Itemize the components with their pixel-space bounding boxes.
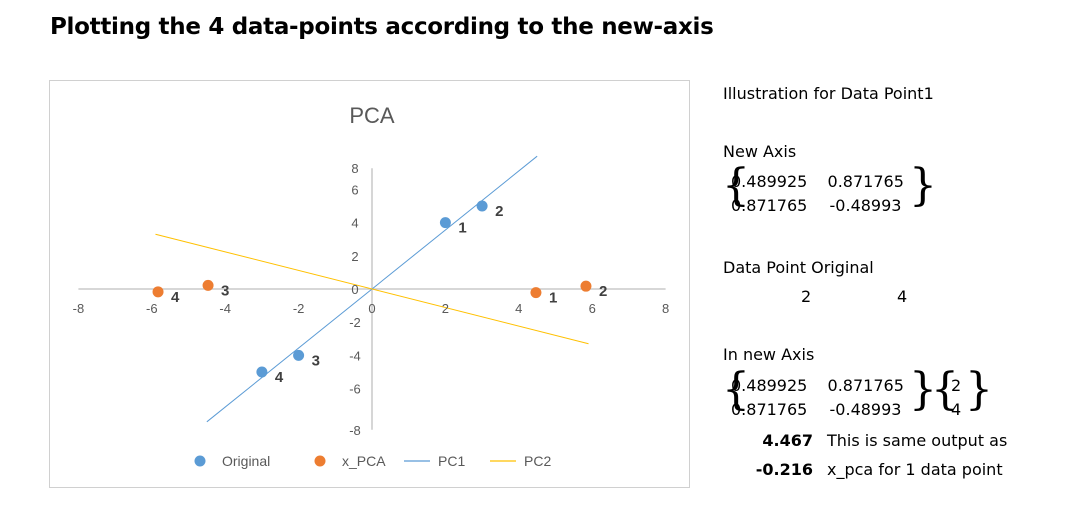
data-point-y: 4 xyxy=(897,287,908,306)
data-point-x: 2 xyxy=(801,287,812,306)
in-new-axis-matrix: { 0.489925 0.871765 0.871765 -0.48993 } xyxy=(722,364,937,422)
y-tick-label: -6 xyxy=(349,382,361,397)
data-point-label: 2 xyxy=(495,203,503,220)
legend-label: x_PCA xyxy=(342,453,386,469)
data-point xyxy=(476,200,488,212)
left-brace: { xyxy=(931,364,959,415)
matrix-cell: 0.871765 xyxy=(731,196,808,215)
data-point-label: 1 xyxy=(458,220,466,237)
y-tick-label: 4 xyxy=(351,216,358,231)
data-point xyxy=(293,349,305,361)
legend-marker xyxy=(194,455,206,467)
x-tick-label: 2 xyxy=(442,301,449,316)
y-tick-label: 0 xyxy=(351,282,358,297)
illustration-title: Illustration for Data Point1 xyxy=(723,84,934,103)
right-brace: } xyxy=(909,364,937,415)
matrix-cell: 0.489925 xyxy=(731,172,808,191)
left-brace: { xyxy=(722,364,750,415)
x-tick-label: -6 xyxy=(146,301,158,316)
in-new-axis-label: In new Axis xyxy=(723,345,815,364)
y-tick-label: -4 xyxy=(349,348,361,363)
y-tick-label: 6 xyxy=(351,182,358,197)
data-point-label: 2 xyxy=(599,283,607,300)
matrix-cell: 0.489925 xyxy=(731,376,808,395)
y-tick-label: -2 xyxy=(349,315,361,330)
new-axis-matrix: { 0.489925 0.871765 0.871765 -0.48993 } xyxy=(722,160,937,218)
data-point-label: Data Point Original xyxy=(723,258,874,277)
matrix-cell: -0.48993 xyxy=(829,196,902,215)
x-tick-label: -2 xyxy=(293,301,305,316)
data-point-label: 1 xyxy=(549,290,557,307)
data-point xyxy=(256,366,268,378)
legend-marker xyxy=(314,455,326,467)
y-tick-label: 8 xyxy=(351,161,358,176)
x-tick-label: 4 xyxy=(515,301,522,316)
matrix-cell: -0.48993 xyxy=(829,400,902,419)
data-point xyxy=(439,217,451,229)
side-panel: Illustration for Data Point1 New Axis { … xyxy=(722,0,1063,511)
left-brace: { xyxy=(722,160,750,211)
page-heading: Plotting the 4 data-points according to … xyxy=(50,14,714,40)
data-point-label: 4 xyxy=(275,369,284,386)
data-point-vector: { 2 4 } xyxy=(931,364,993,422)
legend-label: PC1 xyxy=(438,453,465,469)
legend-label: Original xyxy=(222,453,270,469)
data-point xyxy=(202,279,214,291)
result-pc2: -0.216 xyxy=(755,460,813,479)
matrix-cell: 0.871765 xyxy=(731,400,808,419)
vector-cell: 4 xyxy=(951,400,962,419)
vector-cell: 2 xyxy=(951,376,962,395)
matrix-cell: 0.871765 xyxy=(827,172,904,191)
note-line-1: This is same output as xyxy=(827,431,1008,450)
legend-label: PC2 xyxy=(524,453,551,469)
x-tick-label: 0 xyxy=(368,301,375,316)
data-point-label: 4 xyxy=(171,289,180,306)
note-line-2: x_pca for 1 data point xyxy=(827,460,1003,479)
x-tick-label: 8 xyxy=(662,301,669,316)
y-tick-label: -8 xyxy=(349,423,361,438)
x-tick-label: 6 xyxy=(589,301,596,316)
x-tick-label: -8 xyxy=(73,301,85,316)
data-point xyxy=(152,286,164,298)
data-point xyxy=(530,287,542,299)
right-brace: } xyxy=(909,160,937,211)
new-axis-label: New Axis xyxy=(723,142,797,161)
data-point-label: 3 xyxy=(221,282,229,299)
matrix-cell: 0.871765 xyxy=(827,376,904,395)
data-point-label: 3 xyxy=(312,352,320,369)
right-brace: } xyxy=(965,364,993,415)
y-tick-label: 2 xyxy=(351,249,358,264)
data-point xyxy=(580,280,592,292)
x-tick-label: -4 xyxy=(219,301,231,316)
series-line-pc2 xyxy=(155,233,589,345)
chart-title: PCA xyxy=(349,103,395,128)
result-pc1: 4.467 xyxy=(762,431,813,450)
